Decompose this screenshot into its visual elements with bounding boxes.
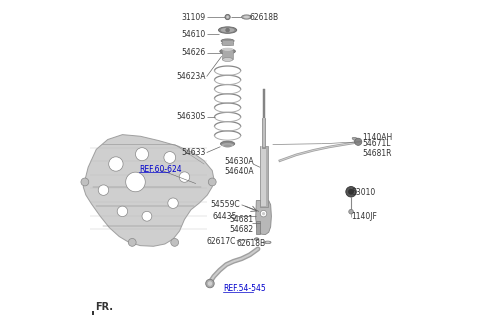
Ellipse shape xyxy=(222,48,233,51)
Ellipse shape xyxy=(221,143,234,147)
Ellipse shape xyxy=(221,28,234,32)
Bar xyxy=(222,50,233,59)
Text: 62617C: 62617C xyxy=(207,237,236,246)
Circle shape xyxy=(81,178,89,186)
Circle shape xyxy=(206,279,214,288)
Ellipse shape xyxy=(220,141,235,146)
Text: FR.: FR. xyxy=(95,302,113,312)
Circle shape xyxy=(208,281,212,286)
Text: 54626: 54626 xyxy=(181,49,206,57)
Bar xyxy=(260,146,268,207)
Circle shape xyxy=(142,211,152,221)
Circle shape xyxy=(346,187,356,197)
Circle shape xyxy=(262,212,265,215)
Circle shape xyxy=(226,16,229,18)
Circle shape xyxy=(179,172,190,182)
Circle shape xyxy=(98,185,108,195)
Circle shape xyxy=(168,198,178,208)
Circle shape xyxy=(135,148,148,161)
Text: 54671L
54681R: 54671L 54681R xyxy=(362,139,392,158)
Bar xyxy=(261,146,266,206)
Ellipse shape xyxy=(265,241,270,243)
Circle shape xyxy=(108,157,123,171)
Text: 54630A
54640A: 54630A 54640A xyxy=(224,157,254,176)
Circle shape xyxy=(171,238,179,246)
Ellipse shape xyxy=(224,145,231,148)
Text: 31109: 31109 xyxy=(181,12,206,22)
Ellipse shape xyxy=(243,16,250,18)
Text: 54623A: 54623A xyxy=(176,72,206,81)
Circle shape xyxy=(126,172,145,192)
Text: 54559C: 54559C xyxy=(210,200,240,209)
Circle shape xyxy=(260,210,267,217)
Circle shape xyxy=(117,206,128,216)
Ellipse shape xyxy=(352,137,359,141)
Ellipse shape xyxy=(255,239,258,241)
Bar xyxy=(263,118,265,147)
Circle shape xyxy=(208,178,216,186)
Ellipse shape xyxy=(241,15,252,19)
Text: 54633: 54633 xyxy=(181,148,206,157)
Circle shape xyxy=(225,28,230,32)
Ellipse shape xyxy=(218,27,237,33)
Bar xyxy=(263,89,265,120)
Ellipse shape xyxy=(254,238,259,240)
Ellipse shape xyxy=(222,42,233,45)
Text: REF.54-545: REF.54-545 xyxy=(223,284,266,293)
Polygon shape xyxy=(256,201,271,235)
Text: 53010: 53010 xyxy=(352,188,376,197)
Text: 54610: 54610 xyxy=(181,30,206,39)
Polygon shape xyxy=(83,134,214,246)
Bar xyxy=(262,118,265,148)
Circle shape xyxy=(349,209,353,214)
Bar xyxy=(256,221,260,234)
Circle shape xyxy=(225,14,230,20)
Circle shape xyxy=(164,152,176,163)
Circle shape xyxy=(128,238,136,246)
Text: 62618B: 62618B xyxy=(250,12,279,22)
Text: 1140JF: 1140JF xyxy=(352,213,378,221)
Ellipse shape xyxy=(264,241,271,244)
Text: 54681
54682: 54681 54682 xyxy=(229,215,253,234)
Text: 64435: 64435 xyxy=(212,213,237,221)
Text: 1140AH: 1140AH xyxy=(362,133,393,142)
Bar xyxy=(222,40,233,45)
Ellipse shape xyxy=(220,49,235,54)
Circle shape xyxy=(355,138,362,145)
Ellipse shape xyxy=(222,57,233,61)
Circle shape xyxy=(348,189,354,195)
Text: 54630S: 54630S xyxy=(177,113,206,121)
Text: 62618B: 62618B xyxy=(236,238,265,248)
Bar xyxy=(92,311,95,315)
Ellipse shape xyxy=(221,39,234,43)
Text: REF.60-624: REF.60-624 xyxy=(139,165,182,174)
